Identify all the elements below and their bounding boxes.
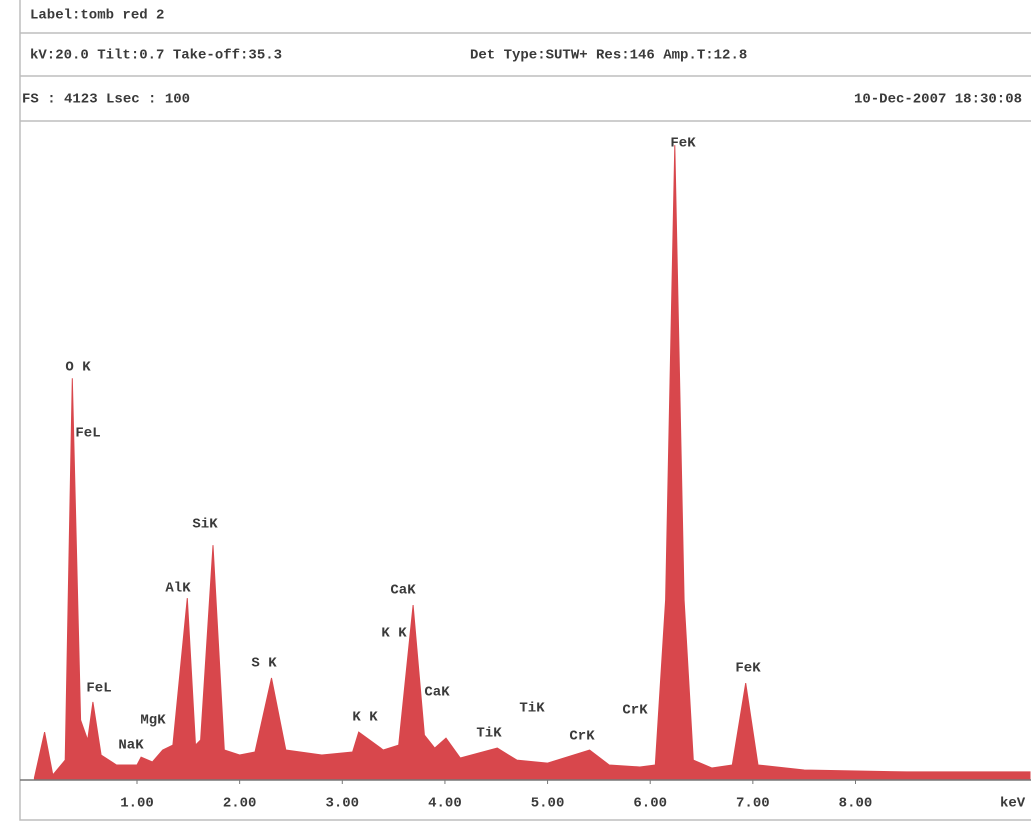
- frame: [19, 0, 1031, 821]
- peak-label: TiK: [476, 726, 502, 742]
- x-tick-label: 7.00: [736, 796, 770, 812]
- x-tick-label: 8.00: [839, 796, 873, 812]
- scale-info: FS : 4123 Lsec : 100: [22, 92, 190, 108]
- peak-label: CrK: [569, 729, 595, 745]
- peak-label: FeL: [86, 681, 111, 697]
- peak-label: MgK: [140, 713, 166, 729]
- x-axis-label: keV: [1000, 796, 1026, 812]
- peak-label: AlK: [165, 581, 191, 597]
- spectrum: [33, 145, 1031, 781]
- peak-label: TiK: [519, 701, 545, 717]
- x-tick-label: 4.00: [428, 796, 462, 812]
- x-tick-label: 6.00: [633, 796, 667, 812]
- x-tick-label: 3.00: [325, 796, 359, 812]
- peak-label: SiK: [192, 517, 218, 533]
- x-tick-label: 5.00: [531, 796, 565, 812]
- chart-subtitle: kV:20.0 Tilt:0.7 Take-off:35.3: [30, 48, 282, 64]
- peak-label: NaK: [118, 738, 144, 754]
- peak-label: K K: [381, 626, 407, 642]
- x-tick-label: 2.00: [223, 796, 257, 812]
- peak-label: CaK: [390, 583, 416, 599]
- chart-title: Label:tomb red 2: [30, 8, 164, 24]
- peak-label: FeK: [670, 136, 696, 152]
- peak-label: FeL: [75, 426, 100, 442]
- peak-label: CaK: [424, 685, 450, 701]
- peak-label: K K: [352, 710, 378, 726]
- peak-label: S K: [251, 656, 277, 672]
- date: 10-Dec-2007 18:30:08: [854, 92, 1022, 108]
- x-tick-label: 1.00: [120, 796, 154, 812]
- detector-info: Det Type:SUTW+ Res:146 Amp.T:12.8: [470, 48, 747, 64]
- peak-label: O K: [65, 360, 91, 376]
- peak-label: FeK: [735, 661, 761, 677]
- peak-label: CrK: [622, 703, 648, 719]
